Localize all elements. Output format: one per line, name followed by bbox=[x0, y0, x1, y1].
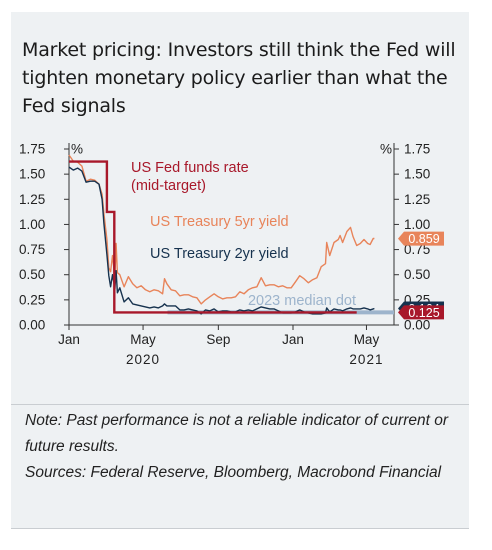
chart-title: Market pricing: Investors still think th… bbox=[22, 39, 456, 117]
sources-text: Sources: Federal Reserve, Bloomberg, Mac… bbox=[25, 464, 442, 481]
label-2yr: US Treasury 2yr yield bbox=[150, 246, 289, 262]
y-tick-label-left: 0.25 bbox=[19, 292, 45, 307]
y-tick-label-right: 0.00 bbox=[404, 318, 430, 333]
y-unit-left: % bbox=[71, 142, 83, 157]
end-fed-funds-value: 0.125 bbox=[408, 306, 439, 320]
series-fed-funds-line bbox=[69, 160, 357, 314]
y-tick-label-left: 1.00 bbox=[19, 217, 45, 232]
y-tick-label-right: 1.00 bbox=[404, 217, 430, 232]
divider-bottom bbox=[11, 528, 469, 529]
end-fed-funds-tag bbox=[398, 305, 444, 320]
y-tick-label-right: 0.50 bbox=[404, 267, 430, 282]
chart-panel bbox=[11, 12, 469, 529]
x-tick-label: May bbox=[354, 332, 380, 347]
line-chart: 0.00 0.000.25 0.250.50 0.500.75 0.751.00 1.00… bbox=[19, 142, 444, 367]
end-5yr-value: 0.859 bbox=[408, 232, 439, 246]
y-tick-label-left: 0.50 bbox=[19, 267, 45, 282]
chart-area: 0.00 0.00 0.25 0.25 0.50 0.50 0.75 0.75 1.00 1.00… bbox=[11, 130, 465, 380]
x-tick-label: May bbox=[130, 332, 156, 347]
label-fed-funds-sub: (mid-target) bbox=[131, 178, 206, 194]
y-tick-label-left: 1.25 bbox=[19, 192, 45, 207]
y-tick-label-left: 1.50 bbox=[19, 167, 45, 182]
x-year-label: 2020 bbox=[126, 352, 160, 367]
y-tick-label-right: 1.25 bbox=[404, 192, 430, 207]
end-5yr-tag bbox=[398, 231, 444, 246]
y-tick-label-left: 0.00 bbox=[19, 318, 45, 333]
y-tick-label-right: 1.50 bbox=[404, 167, 430, 182]
y-tick-label-right: 0.75 bbox=[404, 242, 430, 257]
chart-note: Note: Past performance is not a reliable… bbox=[25, 408, 465, 486]
disclaimer-text: Note: Past performance is not a reliable… bbox=[25, 412, 449, 455]
y-tick-label-left: 0.75 bbox=[19, 242, 45, 257]
x-tick-label: Sep bbox=[206, 332, 230, 347]
y-tick-label-left: 1.75 bbox=[19, 142, 45, 157]
divider bbox=[11, 404, 469, 405]
x-year-label: 2021 bbox=[349, 352, 383, 367]
x-tick-label: Jan bbox=[58, 332, 80, 347]
x-tick-label: Jan bbox=[282, 332, 304, 347]
y-tick-label-right: 1.75 bbox=[404, 142, 430, 157]
label-5yr: US Treasury 5yr yield bbox=[150, 214, 289, 230]
y-unit-right: % bbox=[380, 142, 392, 157]
label-median-dot: 2023 median dot bbox=[248, 293, 356, 309]
label-fed-funds: US Fed funds rate bbox=[131, 160, 249, 176]
